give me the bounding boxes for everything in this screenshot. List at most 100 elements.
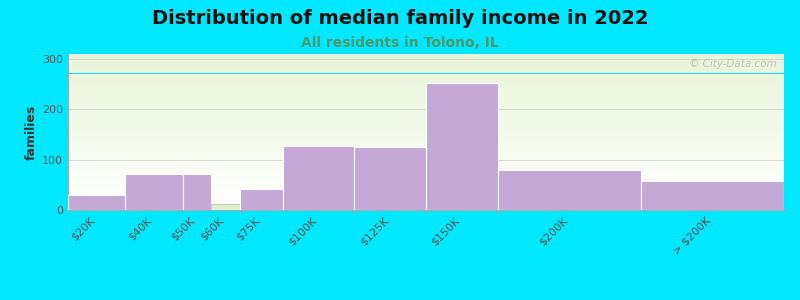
Bar: [68, 158, 784, 159]
Bar: [68, 86, 784, 87]
Bar: [426, 83, 498, 210]
Bar: [68, 118, 784, 119]
Bar: [68, 160, 784, 161]
Bar: [68, 101, 784, 102]
Bar: [68, 65, 784, 66]
Bar: [68, 154, 784, 155]
Bar: [68, 209, 784, 210]
Bar: [68, 122, 784, 123]
Bar: [68, 66, 784, 67]
Bar: [68, 167, 784, 168]
Bar: [641, 181, 784, 210]
Bar: [240, 189, 283, 210]
Bar: [68, 106, 784, 107]
Bar: [68, 151, 784, 152]
Bar: [68, 180, 784, 181]
Bar: [68, 199, 784, 200]
Bar: [68, 147, 784, 148]
Bar: [68, 141, 784, 142]
Bar: [68, 99, 784, 100]
Bar: [68, 83, 784, 84]
Bar: [68, 54, 784, 55]
Bar: [68, 193, 784, 194]
Bar: [68, 148, 784, 149]
Bar: [68, 111, 784, 112]
Bar: [68, 146, 784, 147]
Bar: [68, 156, 784, 157]
Bar: [68, 188, 784, 189]
Bar: [68, 104, 784, 105]
Bar: [68, 138, 784, 139]
Bar: [68, 93, 784, 94]
Bar: [68, 68, 784, 69]
Bar: [68, 181, 784, 182]
Bar: [68, 174, 784, 175]
Bar: [498, 170, 641, 210]
Bar: [68, 110, 784, 111]
Bar: [68, 169, 784, 170]
Bar: [282, 146, 354, 210]
Bar: [68, 63, 784, 64]
Bar: [68, 61, 784, 62]
Bar: [68, 91, 784, 92]
Bar: [68, 172, 784, 173]
Bar: [68, 72, 784, 73]
Bar: [68, 195, 784, 196]
Bar: [68, 96, 784, 97]
Bar: [68, 200, 784, 201]
Bar: [68, 59, 784, 60]
Bar: [68, 201, 784, 202]
Bar: [68, 128, 784, 129]
Bar: [68, 120, 784, 121]
Bar: [68, 142, 784, 143]
Bar: [68, 195, 126, 210]
Bar: [68, 67, 784, 68]
Bar: [68, 170, 784, 171]
Bar: [68, 113, 784, 114]
Bar: [354, 147, 426, 210]
Bar: [68, 107, 784, 108]
Bar: [68, 97, 784, 98]
Bar: [68, 206, 784, 207]
Bar: [68, 197, 784, 198]
Bar: [68, 162, 784, 163]
Bar: [68, 139, 784, 140]
Bar: [68, 133, 784, 134]
Bar: [68, 64, 784, 65]
Bar: [68, 75, 784, 76]
Bar: [68, 140, 784, 141]
Bar: [68, 82, 784, 83]
Bar: [68, 57, 784, 58]
Bar: [68, 176, 784, 177]
Bar: [68, 166, 784, 167]
Bar: [126, 174, 182, 210]
Bar: [68, 85, 784, 86]
Bar: [68, 173, 784, 174]
Bar: [68, 143, 784, 144]
Bar: [68, 88, 784, 89]
Bar: [68, 145, 784, 146]
Bar: [68, 190, 784, 191]
Bar: [68, 121, 784, 122]
Bar: [68, 144, 784, 145]
Bar: [68, 208, 784, 209]
Bar: [68, 62, 784, 63]
Bar: [68, 207, 784, 208]
Bar: [68, 198, 784, 199]
Bar: [68, 179, 784, 180]
Bar: [68, 205, 784, 206]
Bar: [68, 161, 784, 162]
Bar: [68, 123, 784, 124]
Bar: [68, 168, 784, 169]
Bar: [68, 84, 784, 85]
Bar: [68, 95, 784, 96]
Bar: [68, 112, 784, 113]
Bar: [68, 203, 784, 204]
Text: © City-Data.com: © City-Data.com: [689, 59, 777, 69]
Bar: [68, 94, 784, 95]
Bar: [68, 58, 784, 59]
Bar: [68, 116, 784, 117]
Bar: [68, 175, 784, 176]
Bar: [211, 204, 240, 210]
Bar: [68, 129, 784, 130]
